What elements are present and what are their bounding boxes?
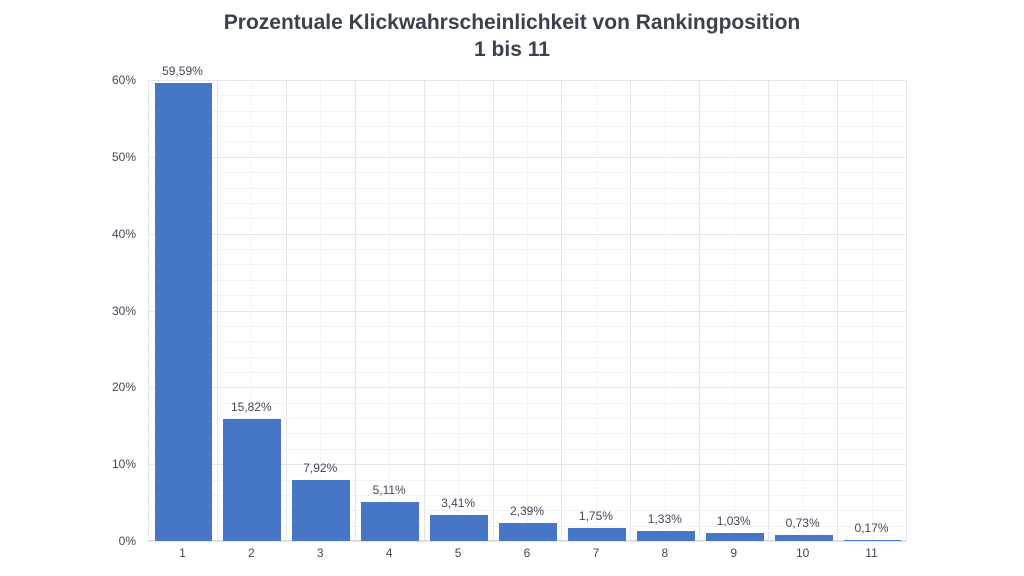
bar-position-9 bbox=[705, 533, 764, 541]
gridline-vertical-minor bbox=[458, 80, 459, 541]
gridline-vertical bbox=[906, 80, 907, 541]
y-tick-label: 60% bbox=[111, 73, 136, 87]
bar-position-10 bbox=[774, 535, 833, 541]
gridline-vertical bbox=[286, 80, 287, 541]
gridline-vertical-minor bbox=[734, 80, 735, 541]
x-tick-label: 2 bbox=[248, 546, 255, 560]
bar-data-label: 1,03% bbox=[716, 514, 751, 529]
bar-data-label: 1,33% bbox=[647, 511, 682, 526]
chart-title-line-1: Prozentuale Klickwahrscheinlichkeit von … bbox=[223, 11, 801, 34]
plot-area: 59,59% 15,82% 7,92% 5,11% 3,41% 2,39% 1,75% 1,3… bbox=[148, 64, 907, 542]
chart-title: Prozentuale Klickwahrscheinlichkeit von … bbox=[0, 9, 1024, 63]
bar-position-1 bbox=[154, 83, 213, 541]
y-tick-label: 40% bbox=[111, 226, 136, 241]
gridline-vertical-minor bbox=[389, 80, 390, 541]
x-tick-label: 3 bbox=[316, 546, 324, 560]
x-tick-label: 1 bbox=[179, 546, 186, 560]
gridline-vertical bbox=[424, 80, 425, 541]
x-tick-label: 6 bbox=[523, 546, 531, 560]
gridline-major bbox=[148, 541, 906, 542]
gridline-vertical-minor bbox=[251, 80, 252, 541]
gridline-vertical bbox=[493, 80, 494, 541]
x-tick-label: 10 bbox=[795, 546, 810, 560]
bar-position-11 bbox=[843, 539, 902, 541]
bar-position-5 bbox=[430, 514, 489, 541]
bar-data-label: 2,39% bbox=[509, 503, 545, 518]
x-tick-label: 11 bbox=[865, 546, 878, 560]
bar-data-label: 1,75% bbox=[578, 508, 613, 523]
bar-position-8 bbox=[636, 530, 695, 541]
bar-position-2 bbox=[223, 419, 282, 541]
x-tick-label: 5 bbox=[454, 546, 462, 560]
bar-position-7 bbox=[567, 527, 626, 541]
y-tick-label: 10% bbox=[111, 457, 136, 472]
bar-data-label: 59,59% bbox=[162, 64, 203, 79]
gridline-vertical bbox=[768, 80, 769, 541]
x-tick-label: 8 bbox=[661, 546, 669, 560]
gridline-vertical bbox=[837, 80, 838, 541]
y-tick-label: 50% bbox=[111, 149, 136, 164]
bar-data-label: 7,92% bbox=[303, 461, 338, 476]
bar-position-4 bbox=[361, 501, 420, 541]
y-tick-label: 20% bbox=[111, 380, 136, 395]
x-tick-label: 4 bbox=[385, 546, 393, 560]
gridline-vertical-minor bbox=[320, 80, 321, 541]
gridline-vertical bbox=[561, 80, 562, 541]
gridline-vertical-minor bbox=[527, 80, 528, 541]
gridline-vertical bbox=[630, 80, 631, 541]
bar-data-label: 0,73% bbox=[785, 516, 820, 531]
bar-position-3 bbox=[292, 480, 351, 541]
gridline-vertical bbox=[355, 80, 356, 541]
y-tick-label: 0% bbox=[118, 534, 136, 548]
gridline-vertical-minor bbox=[803, 80, 804, 541]
gridline-vertical bbox=[148, 80, 149, 541]
gridline-vertical bbox=[217, 80, 218, 541]
chart-title-line-2: 1 bis 11 bbox=[474, 38, 550, 61]
gridline-vertical-minor bbox=[872, 80, 873, 541]
gridline-vertical bbox=[699, 80, 700, 541]
x-tick-label: 7 bbox=[592, 546, 600, 560]
bar-data-label: 3,41% bbox=[441, 495, 476, 510]
bar-position-6 bbox=[499, 522, 557, 541]
gridline-vertical-minor bbox=[665, 80, 666, 541]
y-tick-label: 30% bbox=[111, 303, 136, 318]
bar-data-label: 5,11% bbox=[372, 482, 406, 497]
gridline-vertical-minor bbox=[596, 80, 597, 541]
x-tick-label: 9 bbox=[730, 546, 738, 560]
bar-data-label: 15,82% bbox=[231, 400, 272, 415]
bar-data-label: 0,17% bbox=[854, 520, 889, 535]
